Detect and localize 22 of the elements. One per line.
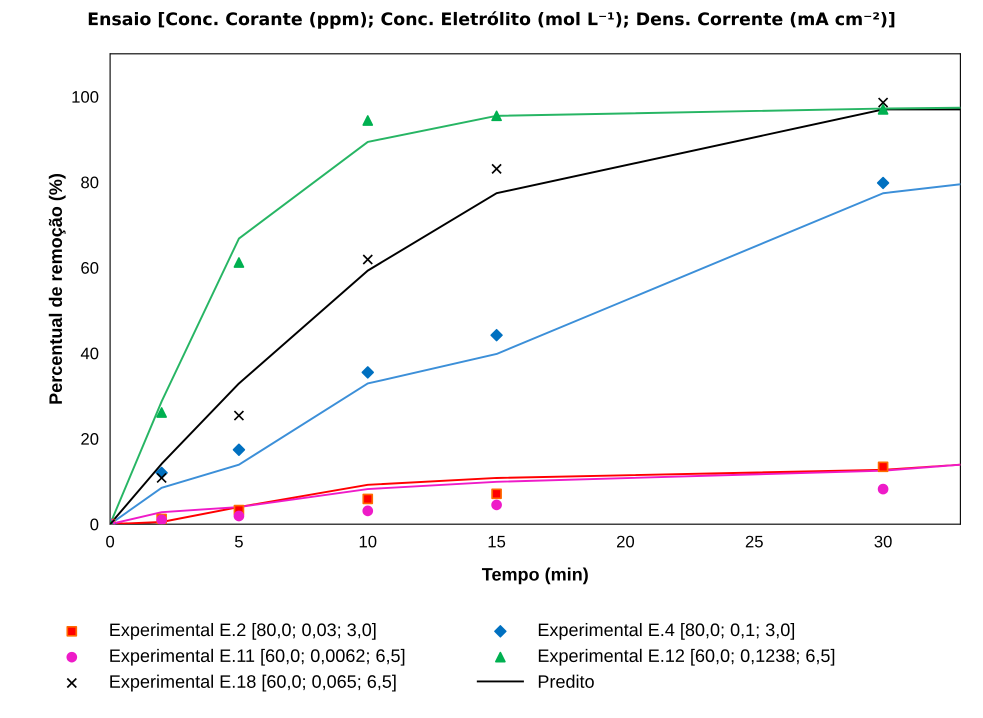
- x-tick-label: 30: [874, 536, 892, 548]
- y-tick-label: 80: [81, 176, 98, 188]
- x-tick-label: 25: [746, 536, 763, 548]
- y-tick-label: 40: [80, 348, 98, 360]
- x-tick-label: 5: [234, 536, 243, 548]
- chart-title: Ensaio [Conc. Corante (ppm); Conc. Eletrólito (mol L⁻¹); Dens. Corrente (mA cm⁻²)]: [88, 11, 894, 29]
- legend-label: Experimental E.4 [80,0; 0,1; 3,0]: [538, 622, 794, 640]
- legend-label: Predito: [538, 674, 594, 688]
- y-tick-label: 100: [72, 91, 98, 103]
- legend-label: Experimental E.12 [60,0; 0,1238; 6,5]: [538, 648, 834, 666]
- x-tick-label: 10: [360, 536, 376, 548]
- x-tick-label: 20: [616, 536, 634, 548]
- legend-label: Experimental E.18 [60,0; 0,065; 6,5]: [110, 674, 396, 692]
- y-tick-label: 0: [90, 518, 98, 530]
- y-tick-label: 20: [81, 433, 98, 445]
- y-axis-title: Percentual de remoção (%): [48, 174, 66, 404]
- x-tick-label: 15: [488, 536, 506, 548]
- x-axis-title: Tempo (min): [482, 567, 588, 584]
- x-tick-label: 0: [106, 536, 114, 548]
- legend-label: Experimental E.11 [60,0; 0,0062; 6,5]: [110, 648, 404, 666]
- y-tick-label: 60: [81, 262, 98, 274]
- legend-label: Experimental E.2 [80,0; 0,03; 3,0]: [110, 622, 376, 640]
